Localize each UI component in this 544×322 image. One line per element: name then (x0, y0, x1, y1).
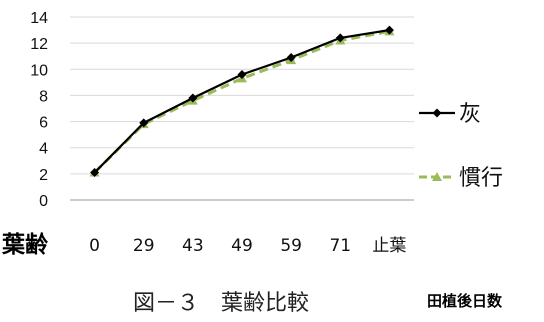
series-line (93, 28, 390, 174)
x-tick-label: 71 (329, 236, 351, 256)
legend-swatch-marker (432, 108, 442, 118)
y-axis-ticks: 0 2 4 6 8 10 12 14 (30, 10, 48, 210)
y-axis-label: 葉齢 (1, 231, 48, 258)
data-point (237, 70, 247, 80)
y-tick-label: 2 (39, 167, 48, 184)
data-point (139, 118, 149, 128)
y-tick-label: 10 (30, 62, 48, 79)
data-point (188, 93, 198, 103)
y-tick-label: 14 (30, 10, 48, 27)
y-tick-label: 6 (39, 115, 48, 132)
y-tick-label: 12 (30, 36, 48, 53)
legend-label: 灰 (459, 102, 481, 127)
y-tick-label: 4 (39, 141, 48, 158)
data-point (335, 33, 345, 43)
data-point (90, 168, 100, 178)
y-tick-label: 0 (39, 193, 48, 210)
x-tick-label: 49 (231, 236, 253, 256)
figure-caption: 図－３ 葉齢比較 (133, 291, 309, 316)
x-tick-label: 43 (182, 236, 204, 256)
series-conventional (89, 26, 395, 177)
legend-label: 慣行 (459, 166, 503, 191)
legend-item: 灰 (419, 102, 481, 127)
gridlines (70, 16, 414, 175)
legend: 灰慣行 (419, 102, 503, 191)
data-point (384, 25, 394, 35)
series-line (93, 29, 390, 174)
data-point (286, 53, 296, 63)
legend-item: 慣行 (419, 166, 503, 191)
x-axis-label: 田植後日数 (427, 292, 503, 310)
x-tick-label: 59 (280, 236, 302, 256)
series-group (89, 25, 395, 178)
x-tick-label: 止葉 (372, 236, 406, 256)
y-tick-label: 8 (39, 88, 48, 105)
series-ash (90, 25, 394, 178)
legend-swatch-marker (432, 172, 442, 181)
x-tick-label: 0 (89, 236, 100, 256)
x-axis-ticks: 0 29 43 49 59 71 止葉 (89, 236, 406, 256)
x-tick-label: 29 (133, 236, 155, 256)
